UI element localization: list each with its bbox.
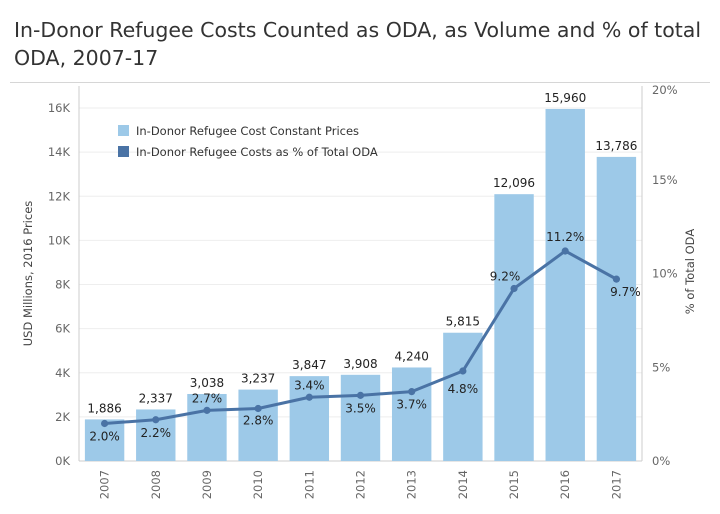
y-axis-title: USD Millions, 2016 Prices	[21, 201, 35, 347]
line-value-label: 3.4%	[294, 378, 325, 392]
y2-axis-title: % of Total ODA	[683, 229, 697, 315]
bar-value-label: 4,240	[395, 349, 429, 363]
legend-label-line: In-Donor Refugee Costs as % of Total ODA	[136, 145, 378, 159]
x-tick-label: 2011	[302, 470, 316, 499]
bar-value-label: 1,886	[87, 401, 121, 415]
bar-value-label: 2,337	[139, 391, 173, 405]
legend-swatch-bar	[118, 125, 129, 136]
bar	[545, 108, 585, 462]
line-point	[356, 391, 365, 399]
y2-tick-label: 20%	[652, 83, 678, 97]
bar-value-label: 3,908	[343, 357, 377, 371]
x-tick-label: 2008	[149, 470, 163, 499]
line-point	[459, 367, 467, 375]
bar-value-label: 3,237	[241, 372, 275, 386]
y2-tick-label: 0%	[652, 454, 670, 468]
line-value-label: 9.7%	[610, 285, 641, 299]
bar	[596, 156, 637, 461]
legend-label-bar: In-Donor Refugee Cost Constant Prices	[136, 124, 359, 138]
x-tick-label: 2010	[251, 470, 265, 499]
bar-value-label: 13,786	[595, 139, 637, 153]
y2-tick-label: 5%	[652, 360, 670, 374]
y-tick-label: 12K	[48, 189, 71, 203]
x-tick-label: 2013	[405, 470, 419, 499]
y2-tick-label: 15%	[652, 173, 678, 187]
line-value-label: 2.8%	[243, 414, 274, 428]
line-value-label: 2.2%	[141, 426, 172, 440]
title-divider	[10, 82, 710, 83]
line-value-label: 2.7%	[192, 391, 223, 405]
bar	[238, 389, 278, 461]
line-point	[254, 404, 262, 413]
line-value-label: 3.7%	[396, 398, 427, 412]
bar	[443, 332, 483, 461]
bar-value-label: 3,038	[190, 376, 224, 390]
y-tick-label: 2K	[55, 410, 70, 424]
legend-swatch-line	[118, 146, 129, 157]
line-point	[203, 406, 211, 414]
bar	[391, 367, 432, 461]
x-tick-label: 2014	[456, 470, 470, 499]
x-tick-label: 2016	[558, 470, 572, 499]
line-point	[305, 393, 313, 401]
line-point	[100, 419, 109, 428]
bar-value-label: 5,815	[446, 315, 480, 329]
line-value-label: 4.8%	[448, 382, 479, 396]
y-tick-label: 0K	[55, 454, 70, 468]
y-tick-label: 4K	[55, 366, 70, 380]
bar	[289, 376, 330, 461]
chart-title: In-Donor Refugee Costs Counted as ODA, a…	[14, 18, 702, 70]
x-tick-label: 2009	[200, 470, 214, 499]
line-value-label: 2.0%	[89, 430, 120, 444]
bar-value-label: 15,960	[544, 91, 586, 105]
y2-tick-label: 10%	[652, 267, 678, 281]
bar	[187, 393, 227, 461]
y-tick-label: 16K	[48, 101, 71, 115]
line-value-label: 11.2%	[546, 230, 584, 244]
bar-value-label: 3,847	[292, 358, 326, 372]
line-point	[561, 247, 569, 255]
x-tick-label: 2012	[354, 470, 368, 499]
y-tick-label: 14K	[48, 145, 71, 159]
bar	[494, 194, 534, 462]
line-value-label: 3.5%	[345, 401, 376, 415]
x-tick-label: 2017	[609, 470, 623, 499]
y-tick-label: 10K	[48, 233, 71, 247]
y-tick-label: 6K	[55, 322, 70, 336]
bar-value-label: 12,096	[493, 176, 535, 190]
line-value-label: 9.2%	[490, 270, 521, 284]
y-tick-label: 8K	[55, 278, 70, 292]
line-point	[510, 284, 518, 293]
bar	[340, 374, 381, 461]
line-point	[152, 416, 160, 424]
line-point	[612, 275, 621, 283]
x-tick-label: 2007	[98, 470, 112, 499]
x-tick-label: 2015	[507, 470, 521, 499]
line-point	[408, 388, 416, 396]
